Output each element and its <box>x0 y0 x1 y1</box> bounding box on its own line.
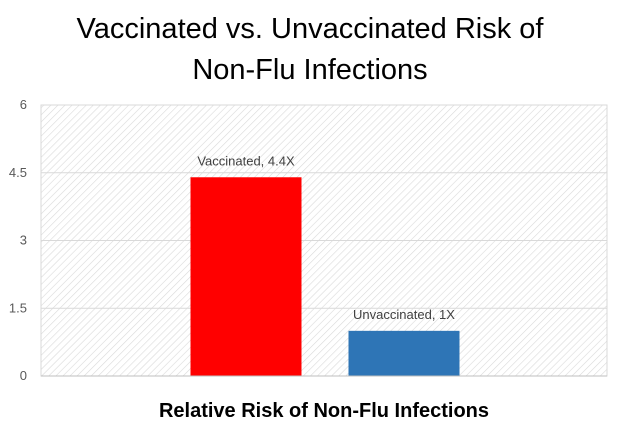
y-tick-label: 4.5 <box>9 165 27 180</box>
bars <box>190 177 460 376</box>
data-label-vaccinated: Vaccinated, 4.4X <box>197 153 295 168</box>
data-labels: Vaccinated, 4.4X Unvaccinated, 1X <box>197 153 455 322</box>
y-tick-label: 6 <box>20 97 27 112</box>
bar-vaccinated <box>190 177 302 376</box>
chart-title-line-1: Vaccinated vs. Unvaccinated Risk of <box>77 13 545 45</box>
y-tick-label: 1.5 <box>9 300 27 315</box>
bar-unvaccinated <box>348 330 460 376</box>
y-tick-label: 3 <box>20 233 27 248</box>
data-label-unvaccinated: Unvaccinated, 1X <box>353 307 455 322</box>
x-axis-title: Relative Risk of Non-Flu Infections <box>159 400 489 422</box>
y-axis-ticks: 0 1.5 3 4.5 6 <box>9 97 27 383</box>
y-tick-label: 0 <box>20 368 27 383</box>
chart-title-line-2: Non-Flu Infections <box>192 54 427 86</box>
gridlines <box>41 104 607 309</box>
